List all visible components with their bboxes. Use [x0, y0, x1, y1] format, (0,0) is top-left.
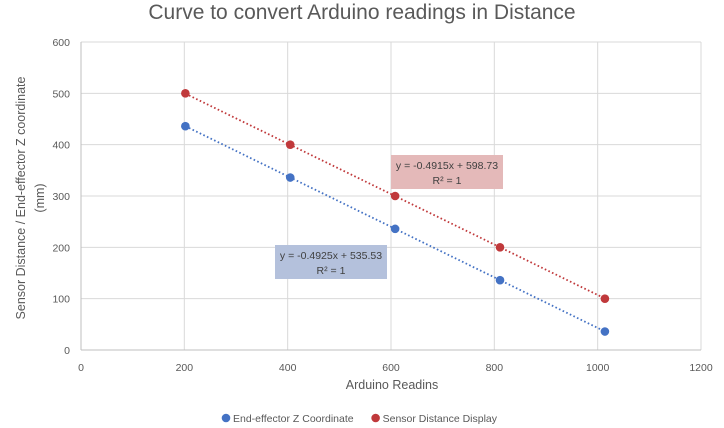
data-point: [285, 140, 295, 149]
trendline-equations: y = -0.4925x + 535.53 R² = 1 y = -0.4915x …: [275, 155, 503, 279]
y-axis-title-line1: Sensor Distance / End-effector Z coordin…: [14, 76, 28, 319]
x-tick-label: 0: [78, 362, 84, 374]
y-tick-label: 600: [52, 37, 70, 49]
y-tick-label: 0: [64, 345, 70, 357]
x-tick-label: 600: [382, 362, 400, 374]
data-point: [181, 89, 190, 98]
legend: End-effector Z Coordinate Sensor Distance…: [221, 413, 498, 425]
x-tick-label: 1000: [586, 362, 610, 374]
chart-title: Curve to convert Arduino readings in Dis…: [148, 1, 575, 24]
y-tick-label: 200: [52, 242, 70, 254]
trendline-label-box: [275, 245, 387, 279]
data-point: [600, 327, 610, 336]
trendline-label-box: [391, 155, 503, 189]
x-tick-label: 400: [279, 362, 297, 374]
legend-marker: [221, 413, 231, 423]
x-tick-label: 800: [486, 362, 504, 374]
legend-marker: [371, 413, 380, 423]
x-axis-title: Arduino Readins: [346, 378, 438, 392]
y-tick-label: 300: [52, 191, 70, 203]
x-tick-label: 200: [176, 362, 194, 374]
data-point: [285, 173, 295, 182]
data-point: [181, 121, 190, 131]
data-point: [495, 275, 505, 285]
data-points: [181, 89, 610, 336]
data-point: [600, 294, 610, 303]
trendline-equation: y = -0.4915x + 598.73: [396, 160, 498, 172]
data-point: [495, 243, 505, 252]
legend-label: Sensor Distance Display: [383, 413, 498, 425]
trendline-r2: R² = 1: [433, 175, 462, 187]
trendline-equation: y = -0.4925x + 535.53: [280, 250, 382, 262]
data-point: [390, 224, 400, 234]
legend-label: End-effector Z Coordinate: [233, 413, 354, 425]
axes: 0 100 200 300 400 500 600 0 200 400 600 800 1000 1200: [52, 37, 712, 374]
trendlines: [184, 92, 606, 333]
x-tick-label: 1200: [689, 362, 713, 374]
data-point: [390, 191, 400, 201]
y-tick-label: 400: [52, 140, 70, 152]
trendline-r2: R² = 1: [317, 265, 346, 277]
y-axis-title-line2: (mm): [33, 183, 47, 212]
y-axis-title: Sensor Distance / End-effector Z coordin…: [14, 76, 47, 319]
y-tick-label: 100: [52, 294, 70, 306]
y-tick-label: 500: [52, 88, 70, 100]
